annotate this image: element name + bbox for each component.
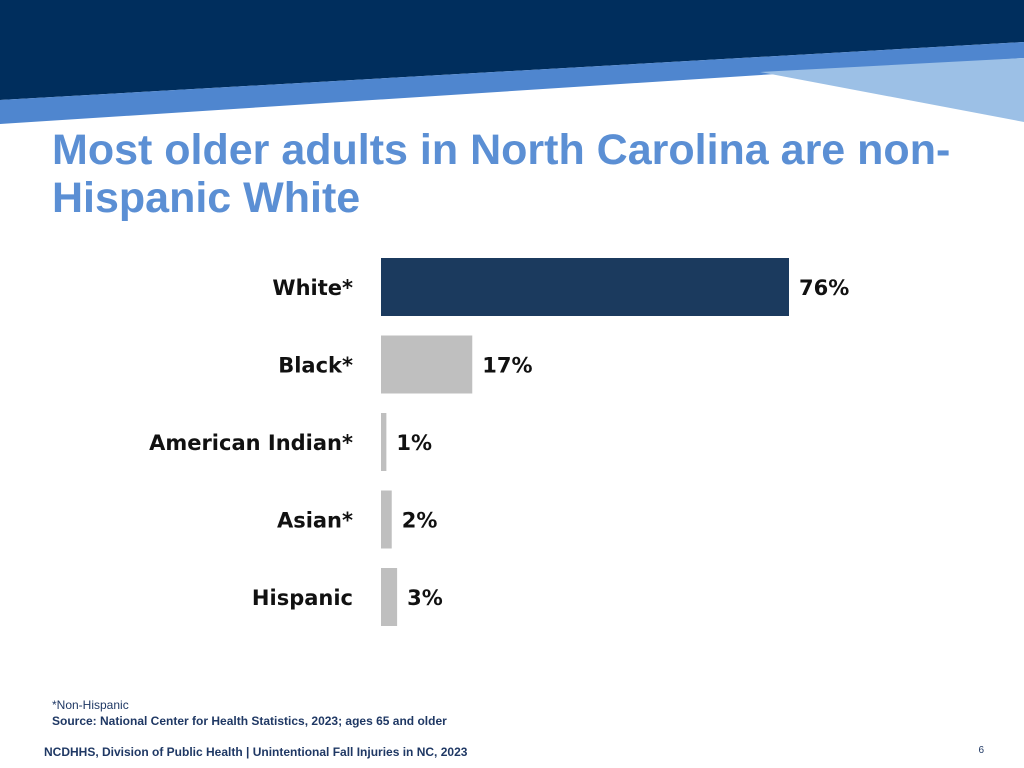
category-label-0: White* (272, 276, 353, 300)
banner-mid-band (0, 42, 1024, 124)
banner-light-wedge (760, 58, 1024, 122)
value-label-1: 17% (482, 354, 532, 378)
header-banner (0, 0, 1024, 124)
source-note: Source: National Center for Health Stati… (52, 714, 447, 728)
category-label-2: American Indian* (149, 431, 353, 455)
bar-chart: White* 76% Black* 17% American Indian* 1% Asia… (149, 258, 849, 626)
bar-0 (381, 258, 789, 316)
category-label-1: Black* (278, 354, 353, 378)
value-label-4: 3% (407, 586, 443, 610)
bar-4 (381, 568, 398, 626)
bar-1 (381, 335, 473, 394)
banner-dark-band (0, 0, 1024, 100)
category-label-4: Hispanic (252, 586, 353, 610)
footnote: *Non-Hispanic (52, 698, 129, 712)
bar-3 (381, 490, 392, 549)
category-label-3: Asian* (277, 509, 353, 533)
value-label-2: 1% (396, 431, 432, 455)
footer-text: NCDHHS, Division of Public Health | Unin… (44, 745, 468, 759)
bar-2 (381, 413, 387, 471)
page-title: Most older adults in North Carolina are … (52, 126, 951, 222)
value-label-3: 2% (402, 509, 438, 533)
page-number: 6 (978, 745, 984, 756)
value-label-0: 76% (799, 276, 849, 300)
